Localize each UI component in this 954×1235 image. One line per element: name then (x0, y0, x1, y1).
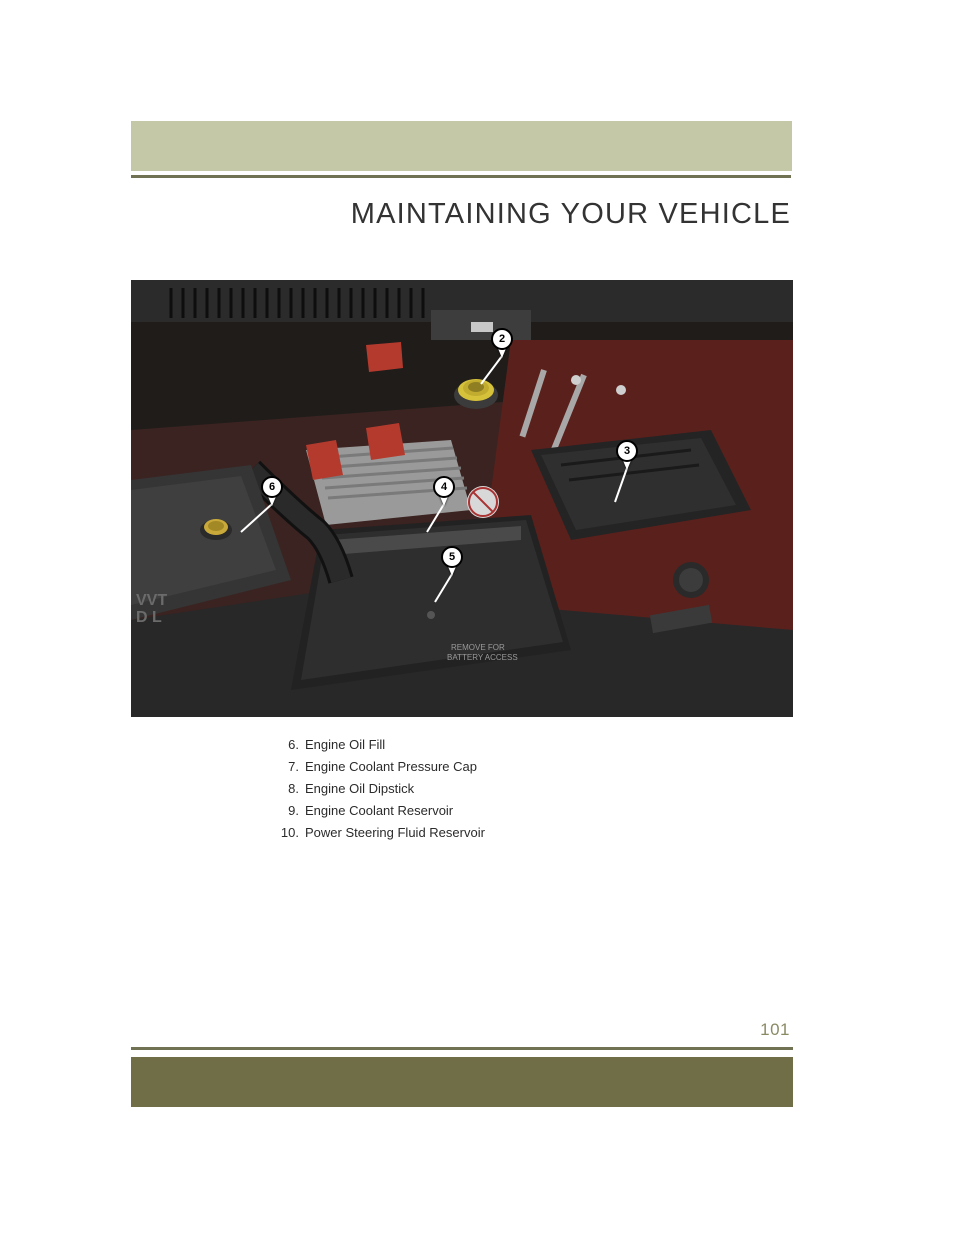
legend-number: 8. (277, 778, 299, 800)
callout-5: 5 (441, 546, 463, 574)
page-title: MAINTAINING YOUR VEHICLE (131, 198, 791, 231)
engine-compartment-figure: REMOVE FOR BATTERY ACCESS VVT (131, 280, 793, 717)
battery-cover-label-2: BATTERY ACCESS (447, 653, 518, 662)
footer-band (131, 1057, 793, 1107)
header-band (131, 121, 792, 171)
figure-legend: 6. Engine Oil Fill 7. Engine Coolant Pre… (277, 734, 677, 844)
battery-cover-label: REMOVE FOR (451, 643, 505, 652)
legend-item: 9. Engine Coolant Reservoir (277, 800, 677, 822)
callout-2: 2 (491, 328, 513, 356)
svg-text:D L: D L (136, 609, 162, 626)
legend-label: Engine Oil Fill (305, 734, 385, 756)
legend-number: 7. (277, 756, 299, 778)
legend-item: 6. Engine Oil Fill (277, 734, 677, 756)
legend-number: 10. (277, 822, 299, 844)
header-rule (131, 175, 791, 178)
callout-number: 4 (433, 476, 455, 498)
callout-number: 5 (441, 546, 463, 568)
engine-illustration: REMOVE FOR BATTERY ACCESS VVT (131, 280, 793, 717)
legend-label: Engine Oil Dipstick (305, 778, 414, 800)
page-number: 101 (760, 1020, 790, 1040)
legend-item: 10. Power Steering Fluid Reservoir (277, 822, 677, 844)
legend-label: Engine Coolant Reservoir (305, 800, 453, 822)
legend-label: Engine Coolant Pressure Cap (305, 756, 477, 778)
callout-3: 3 (616, 440, 638, 468)
legend-item: 8. Engine Oil Dipstick (277, 778, 677, 800)
callout-6: 6 (261, 476, 283, 504)
callout-number: 6 (261, 476, 283, 498)
legend-number: 6. (277, 734, 299, 756)
legend-label: Power Steering Fluid Reservoir (305, 822, 485, 844)
footer-rule (131, 1047, 793, 1050)
legend-item: 7. Engine Coolant Pressure Cap (277, 756, 677, 778)
svg-text:VVT: VVT (136, 592, 167, 609)
legend-number: 9. (277, 800, 299, 822)
callout-4: 4 (433, 476, 455, 504)
callout-number: 3 (616, 440, 638, 462)
callout-number: 2 (491, 328, 513, 350)
